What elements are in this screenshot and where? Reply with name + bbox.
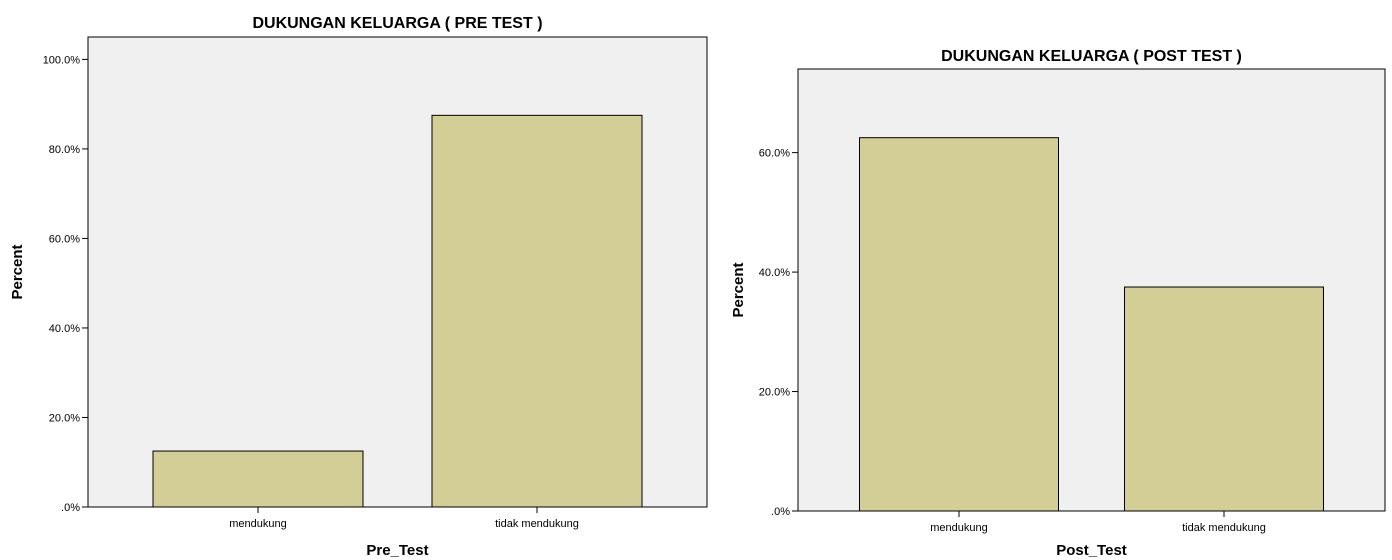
x-axis-label: Pre_Test: [366, 542, 428, 559]
y-axis-label: Percent: [9, 244, 26, 299]
bar-tidak-mendukung: [1124, 286, 1324, 512]
x-tick-label: mendukung: [930, 522, 988, 534]
y-tick-label: 100.0%: [43, 54, 81, 66]
x-tick-label: tidak mendukung: [1182, 522, 1266, 534]
x-axis-label: Post_Test: [1056, 542, 1127, 559]
y-tick-label: 80.0%: [49, 144, 80, 156]
bar-mendukung: [152, 450, 364, 508]
x-tick-label: mendukung: [229, 518, 287, 530]
chart-2: .0% 20.0% 40.0% 60.0% mendukung tidak menduku…: [730, 48, 1386, 559]
y-axis-label: Percent: [730, 262, 747, 317]
chart-title: DUKUNGAN KELUARGA ( PRE TEST ): [252, 15, 542, 32]
y-tick-label: 40.0%: [49, 323, 80, 335]
chart-1: .0% 20.0% 40.0% 60.0% 80.0% 100.0% mendukung ti…: [9, 15, 708, 559]
y-tick-label: .0%: [61, 502, 80, 514]
y-tick-label: 60.0%: [759, 148, 790, 160]
y-tick-label: 20.0%: [49, 412, 80, 424]
bar-mendukung: [859, 137, 1059, 512]
x-tick-label: tidak mendukung: [495, 518, 579, 530]
y-tick-label: 40.0%: [759, 267, 790, 279]
chart-title: DUKUNGAN KELUARGA ( POST TEST ): [941, 48, 1242, 65]
bar-tidak-mendukung: [431, 114, 643, 508]
y-tick-label: .0%: [771, 506, 790, 518]
y-tick-label: 20.0%: [759, 387, 790, 399]
y-tick-label: 60.0%: [49, 233, 80, 245]
